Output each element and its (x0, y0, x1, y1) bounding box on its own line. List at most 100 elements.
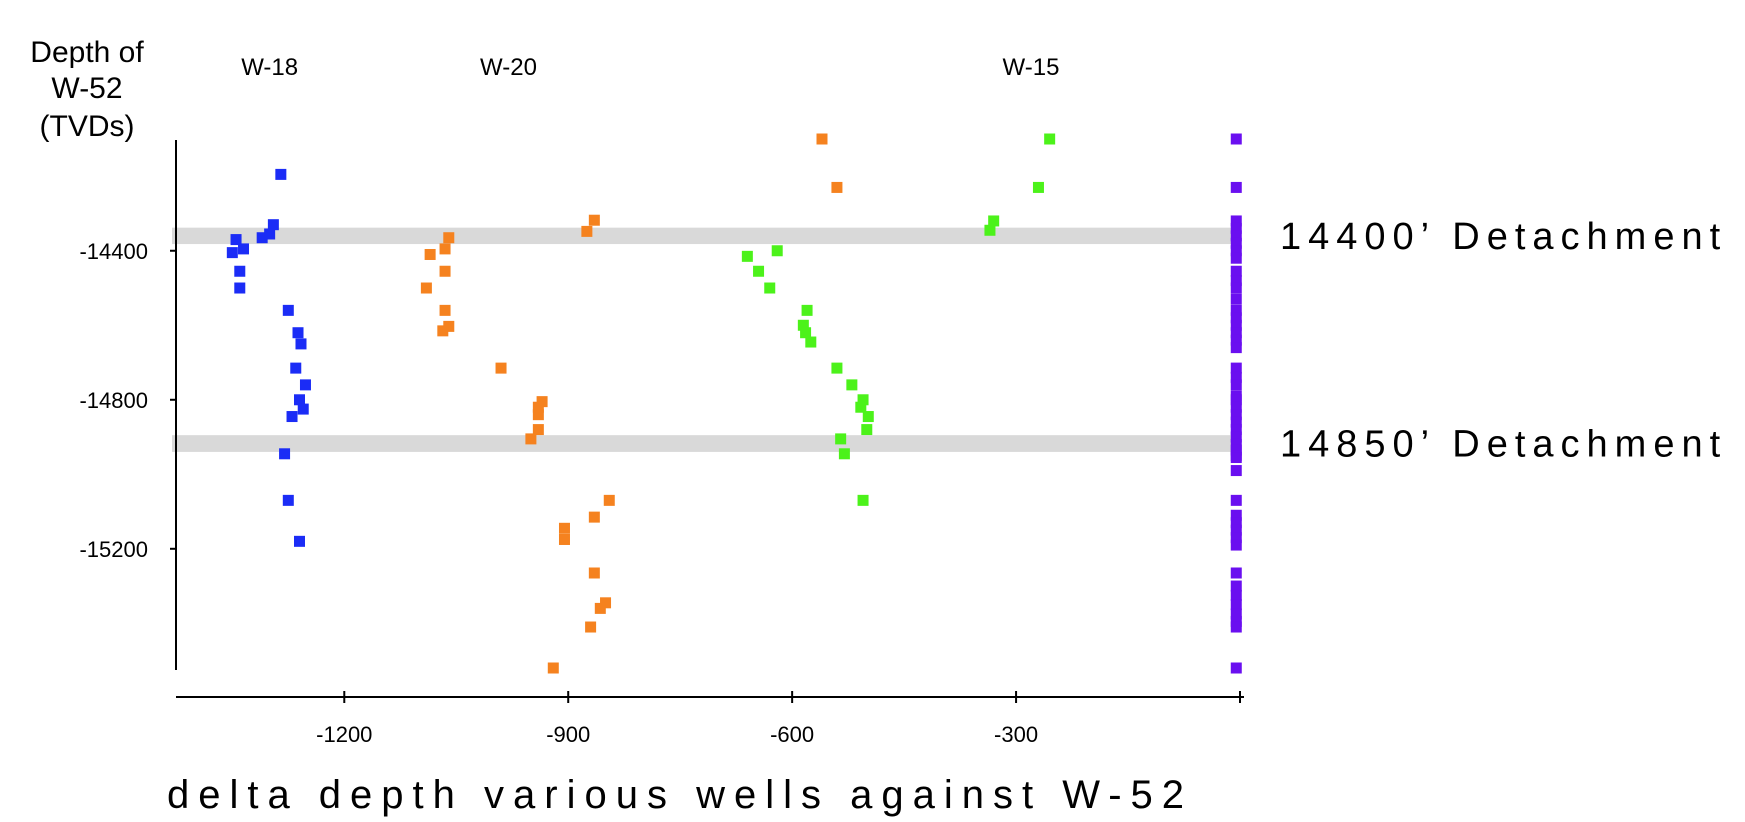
data-point-series-2 (495, 362, 507, 374)
data-point-series-4 (1230, 265, 1242, 277)
y-axis-label-line-1: Depth of (30, 36, 144, 69)
data-point-series-3 (771, 245, 783, 257)
data-point-series-4 (1230, 524, 1242, 536)
data-point-series-1 (230, 234, 242, 246)
data-point-series-3 (988, 215, 1000, 227)
data-point-series-4 (1230, 133, 1242, 145)
data-point-series-4 (1230, 394, 1242, 406)
data-point-series-1 (297, 403, 309, 415)
data-point-series-2 (581, 225, 593, 237)
data-point-series-4 (1230, 608, 1242, 620)
data-point-series-4 (1230, 252, 1242, 264)
data-point-series-4 (1230, 615, 1242, 627)
data-point-series-4 (1230, 494, 1242, 506)
data-point-series-4 (1230, 342, 1242, 354)
data-point-series-4 (1230, 334, 1242, 346)
data-point-series-2 (525, 433, 537, 445)
data-point-series-4 (1230, 304, 1242, 316)
data-point-series-3 (838, 448, 850, 460)
data-points (226, 133, 1242, 674)
data-point-series-4 (1230, 509, 1242, 521)
data-point-series-3 (857, 494, 869, 506)
data-point-series-2 (603, 494, 615, 506)
data-point-series-1 (234, 265, 246, 277)
x-tick-label: -1200 (316, 722, 372, 747)
data-point-series-1 (294, 535, 305, 547)
data-point-series-1 (282, 304, 294, 316)
x-tick-label: -600 (770, 722, 814, 747)
data-point-series-2 (443, 232, 455, 244)
data-point-series-4 (1230, 245, 1242, 257)
data-point-series-4 (1230, 465, 1242, 477)
y-tick-label: -15200 (79, 537, 148, 562)
chart-labels: Depth of W-52 (TVDs) delta depth various… (30, 36, 1193, 817)
data-point-series-1 (264, 228, 276, 240)
data-point-series-3 (857, 394, 869, 406)
data-point-series-4 (1230, 379, 1242, 391)
data-point-series-4 (1230, 312, 1242, 324)
x-axis-label: delta depth various wells against W-52 (167, 773, 1193, 817)
data-point-series-2 (437, 325, 449, 337)
data-point-series-2 (424, 248, 436, 260)
data-point-series-4 (1230, 293, 1242, 305)
data-point-series-4 (1230, 517, 1242, 529)
data-point-series-2 (585, 621, 597, 633)
data-point-series-4 (1230, 371, 1242, 383)
data-point-series-4 (1230, 424, 1242, 436)
data-point-series-1 (299, 379, 311, 391)
data-point-series-4 (1230, 362, 1242, 374)
detachment-band-label-2: 14850’ Detachment (1280, 424, 1727, 466)
data-point-series-4 (1230, 599, 1242, 611)
data-point-series-2 (420, 282, 432, 294)
data-point-series-1 (267, 219, 279, 231)
data-point-series-1 (294, 394, 305, 406)
data-point-series-4 (1230, 222, 1242, 234)
data-point-series-2 (588, 214, 600, 226)
data-point-series-1 (286, 411, 298, 423)
data-point-series-3 (831, 362, 843, 374)
well-label-2: W-20 (480, 54, 537, 81)
data-point-series-3 (862, 411, 874, 423)
well-label-3: W-15 (1003, 54, 1060, 81)
data-point-series-3 (846, 379, 858, 391)
detachment-band-label-1: 14400’ Detachment (1280, 216, 1727, 258)
data-point-series-4 (1230, 327, 1242, 339)
data-point-series-2 (439, 265, 451, 277)
detachment-band-1 (172, 227, 1240, 245)
data-point-series-4 (1230, 282, 1242, 294)
data-point-series-2 (443, 320, 455, 332)
data-point-series-2 (547, 662, 559, 674)
y-tick-label: -14400 (79, 239, 148, 264)
data-point-series-2 (831, 181, 843, 193)
data-point-series-2 (532, 424, 544, 436)
data-point-series-4 (1230, 452, 1242, 464)
data-point-series-2 (588, 511, 600, 523)
data-point-series-1 (226, 247, 238, 259)
data-point-series-1 (256, 232, 268, 244)
data-point-series-2 (536, 396, 548, 408)
data-point-series-1 (290, 362, 302, 374)
data-point-series-4 (1230, 230, 1242, 242)
data-point-series-2 (558, 522, 570, 534)
data-point-series-3 (753, 265, 765, 277)
data-point-series-4 (1230, 215, 1242, 227)
y-axis-label-line-2: W-52 (51, 72, 122, 105)
data-point-series-4 (1230, 444, 1242, 456)
data-point-series-4 (1230, 539, 1242, 551)
data-point-series-3 (764, 282, 776, 294)
data-point-series-4 (1230, 401, 1242, 413)
data-point-series-3 (1032, 181, 1044, 193)
data-point-series-3 (797, 319, 809, 331)
data-point-series-1 (234, 282, 246, 294)
y-axis-label-line-3: (TVDs) (40, 110, 135, 143)
data-point-series-4 (1230, 662, 1242, 674)
data-point-series-1 (292, 327, 304, 339)
detachment-band-2 (172, 435, 1240, 452)
data-point-series-4 (1230, 409, 1242, 421)
axes (175, 140, 1244, 698)
data-point-series-4 (1230, 621, 1242, 633)
data-point-series-4 (1230, 275, 1242, 287)
data-point-series-2 (439, 304, 451, 316)
data-point-series-2 (439, 243, 451, 255)
